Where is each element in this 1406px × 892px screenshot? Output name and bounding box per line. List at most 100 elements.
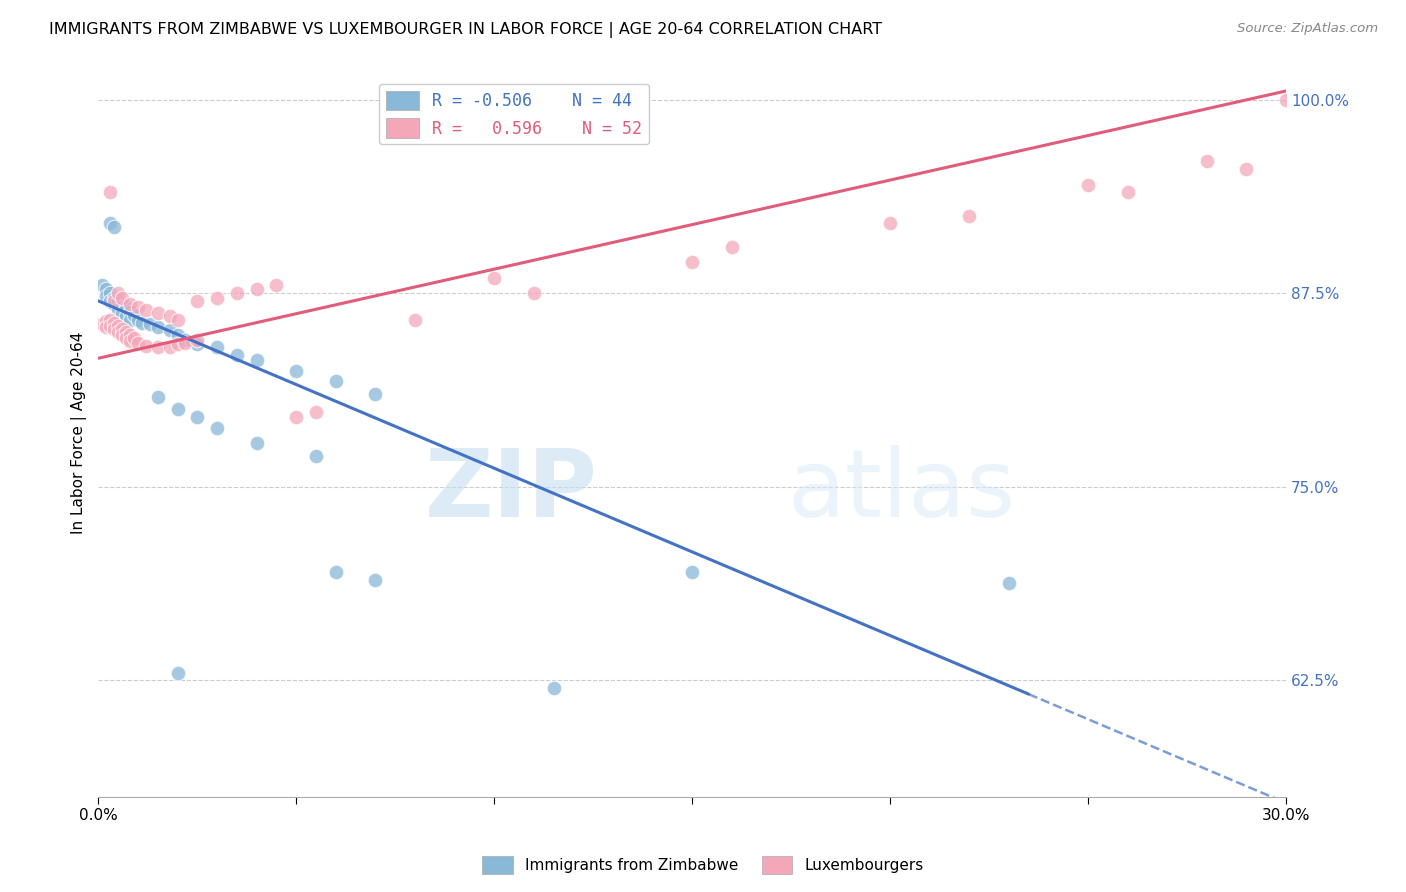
- Point: [98, 286, 121, 301]
- Point: [1195, 154, 1218, 169]
- Point: [305, 405, 328, 419]
- Point: [159, 340, 181, 354]
- Point: [118, 312, 141, 326]
- Point: [107, 293, 129, 308]
- Point: [166, 337, 188, 351]
- Point: [186, 410, 208, 425]
- Point: [107, 318, 129, 333]
- Point: [205, 421, 228, 435]
- Point: [681, 565, 703, 579]
- Legend: R = -0.506    N = 44, R =   0.596    N = 52: R = -0.506 N = 44, R = 0.596 N = 52: [380, 84, 650, 145]
- Point: [96, 281, 118, 295]
- Point: [305, 449, 328, 463]
- Point: [122, 308, 145, 322]
- Text: atlas: atlas: [787, 445, 1015, 537]
- Point: [266, 278, 288, 293]
- Point: [96, 320, 118, 334]
- Point: [98, 186, 121, 200]
- Point: [246, 436, 269, 450]
- Point: [225, 286, 247, 301]
- Point: [186, 337, 208, 351]
- Point: [118, 305, 141, 319]
- Point: [103, 297, 125, 311]
- Point: [127, 300, 149, 314]
- Text: ZIP: ZIP: [425, 445, 598, 537]
- Point: [127, 335, 149, 350]
- Point: [103, 316, 125, 330]
- Point: [325, 565, 347, 579]
- Point: [166, 665, 188, 680]
- Text: Source: ZipAtlas.com: Source: ZipAtlas.com: [1237, 22, 1378, 36]
- Point: [285, 364, 308, 378]
- Point: [118, 297, 141, 311]
- Point: [118, 334, 141, 349]
- Point: [1295, 154, 1317, 169]
- Point: [98, 293, 121, 308]
- Point: [166, 402, 188, 417]
- Point: [159, 323, 181, 337]
- Point: [225, 348, 247, 362]
- Point: [523, 286, 546, 301]
- Point: [111, 291, 134, 305]
- Point: [146, 320, 169, 334]
- Point: [103, 293, 125, 308]
- Point: [166, 328, 188, 343]
- Y-axis label: In Labor Force | Age 20-64: In Labor Force | Age 20-64: [72, 332, 87, 533]
- Point: [146, 306, 169, 320]
- Point: [139, 317, 162, 331]
- Point: [1234, 162, 1257, 177]
- Point: [107, 325, 129, 339]
- Point: [111, 306, 134, 320]
- Point: [107, 286, 129, 301]
- Point: [115, 325, 138, 339]
- Point: [166, 312, 188, 326]
- Point: [115, 310, 138, 324]
- Legend: Immigrants from Zimbabwe, Luxembourgers: Immigrants from Zimbabwe, Luxembourgers: [477, 850, 929, 880]
- Point: [122, 331, 145, 345]
- Point: [484, 270, 506, 285]
- Point: [103, 291, 125, 305]
- Point: [174, 335, 197, 350]
- Text: IMMIGRANTS FROM ZIMBABWE VS LUXEMBOURGER IN LABOR FORCE | AGE 20-64 CORRELATION : IMMIGRANTS FROM ZIMBABWE VS LUXEMBOURGER…: [49, 22, 883, 38]
- Point: [111, 297, 134, 311]
- Point: [957, 209, 980, 223]
- Point: [246, 352, 269, 367]
- Point: [135, 339, 157, 353]
- Point: [91, 278, 114, 293]
- Point: [107, 301, 129, 316]
- Point: [131, 316, 153, 330]
- Point: [159, 310, 181, 324]
- Point: [111, 328, 134, 343]
- Point: [98, 217, 121, 231]
- Point: [186, 293, 208, 308]
- Point: [135, 303, 157, 318]
- Point: [364, 387, 387, 401]
- Point: [1275, 93, 1298, 107]
- Point: [115, 300, 138, 314]
- Point: [91, 317, 114, 331]
- Point: [96, 314, 118, 328]
- Point: [1077, 178, 1099, 192]
- Point: [681, 255, 703, 269]
- Point: [111, 322, 134, 336]
- Point: [285, 410, 308, 425]
- Point: [404, 312, 426, 326]
- Point: [174, 333, 197, 347]
- Point: [115, 331, 138, 345]
- Point: [96, 289, 118, 303]
- Point: [146, 340, 169, 354]
- Point: [1116, 186, 1139, 200]
- Point: [205, 291, 228, 305]
- Point: [98, 318, 121, 333]
- Point: [998, 575, 1021, 590]
- Point: [118, 328, 141, 343]
- Point: [186, 333, 208, 347]
- Point: [103, 322, 125, 336]
- Point: [98, 312, 121, 326]
- Point: [720, 240, 742, 254]
- Point: [103, 219, 125, 234]
- Point: [364, 573, 387, 587]
- Point: [127, 312, 149, 326]
- Point: [325, 375, 347, 389]
- Point: [246, 281, 269, 295]
